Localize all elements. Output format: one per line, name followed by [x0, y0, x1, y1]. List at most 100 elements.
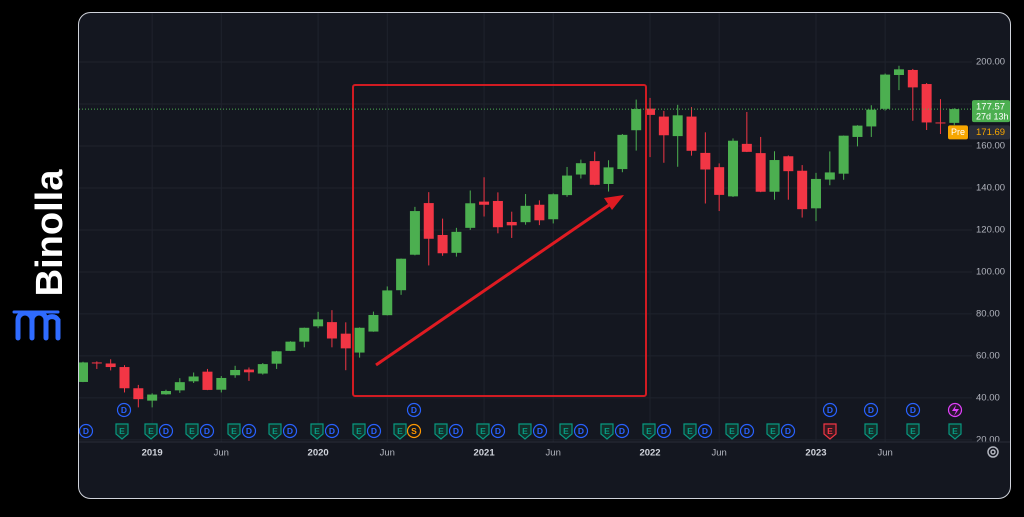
- candle-body: [188, 376, 199, 382]
- candle-body: [423, 203, 434, 239]
- y-tick-label: 140.00: [976, 182, 1005, 193]
- candle-body: [534, 204, 545, 221]
- event-label: D: [371, 426, 377, 436]
- y-tick-label: 20.00: [976, 434, 1000, 445]
- chart-panel: [78, 12, 1011, 499]
- earnings-marker: [864, 423, 878, 440]
- candle-body: [728, 140, 739, 197]
- candle-body: [105, 363, 116, 368]
- event-label: E: [189, 426, 195, 436]
- earnings-marker: [393, 423, 407, 440]
- candle-body: [133, 388, 144, 400]
- candle-body: [492, 200, 503, 228]
- earnings-marker: [227, 423, 241, 440]
- event-label: D: [495, 426, 501, 436]
- event-label: E: [910, 426, 916, 436]
- earnings-marker: [518, 423, 532, 440]
- x-tick-label: Jun: [380, 448, 395, 459]
- candle-body: [409, 211, 420, 255]
- candle-body: [354, 327, 365, 353]
- event-label: E: [480, 426, 486, 436]
- x-tick-label: 2022: [639, 448, 660, 459]
- dividend-marker: [406, 402, 422, 418]
- settings-icon[interactable]: [987, 446, 999, 458]
- event-label: E: [397, 426, 403, 436]
- pre-market-value: 171.69: [976, 127, 1005, 138]
- event-label: D: [868, 405, 874, 415]
- candle-body: [479, 201, 490, 205]
- countdown-label: 27d 13h: [976, 111, 1009, 121]
- candle-body: [382, 290, 393, 316]
- candle-body: [562, 175, 573, 196]
- event-label: D: [578, 426, 584, 436]
- earnings-marker: [185, 423, 199, 440]
- candle-body: [686, 116, 697, 151]
- candle-body: [340, 333, 351, 349]
- earnings-marker: [115, 423, 129, 440]
- event-label: D: [204, 426, 210, 436]
- dividend-marker: [158, 423, 174, 439]
- earnings-marker: [683, 423, 697, 440]
- candle-body: [824, 172, 835, 180]
- dividend-marker: [282, 423, 298, 439]
- event-label: E: [952, 426, 958, 436]
- dividend-marker: [697, 423, 713, 439]
- candle-body: [451, 231, 462, 253]
- dividend-marker: [739, 423, 755, 439]
- dividend-marker: [78, 423, 94, 439]
- event-label: D: [246, 426, 252, 436]
- candle-body: [520, 205, 531, 223]
- candle-body: [257, 364, 268, 374]
- y-tick-label: 120.00: [976, 224, 1005, 235]
- y-tick-label: 100.00: [976, 266, 1005, 277]
- event-label: D: [744, 426, 750, 436]
- highlight-box: [352, 84, 647, 397]
- candle-body: [202, 371, 213, 390]
- x-tick-label: 2019: [142, 448, 163, 459]
- event-label: D: [661, 426, 667, 436]
- dividend-marker: [863, 402, 879, 418]
- dividend-marker: [532, 423, 548, 439]
- dividend-marker: [656, 423, 672, 439]
- last-price-box: [972, 100, 1010, 123]
- event-label: D: [453, 426, 459, 436]
- dividend-marker: [490, 423, 506, 439]
- dividend-marker: [780, 423, 796, 439]
- candle-body: [645, 108, 656, 115]
- event-label: D: [785, 426, 791, 436]
- candle-body: [174, 382, 185, 391]
- candle-body: [700, 152, 711, 170]
- y-tick-label: 60.00: [976, 350, 1000, 361]
- candle-body: [810, 178, 821, 209]
- candle-body: [617, 134, 628, 170]
- x-tick-label: Jun: [877, 448, 892, 459]
- x-tick-label: Jun: [712, 448, 727, 459]
- event-label: E: [770, 426, 776, 436]
- event-label: E: [231, 426, 237, 436]
- earnings-marker: [766, 423, 780, 440]
- dividend-marker: [366, 423, 382, 439]
- event-label: D: [827, 405, 833, 415]
- earnings-marker: [144, 423, 158, 440]
- brand-logo: [12, 310, 61, 341]
- brand-name: Binolla: [29, 169, 71, 297]
- candle-body: [230, 369, 241, 376]
- event-label: D: [537, 426, 543, 436]
- dividend-marker: [573, 423, 589, 439]
- y-tick-label: 200.00: [976, 57, 1005, 68]
- event-label: E: [604, 426, 610, 436]
- last-price-label: 177.57: [976, 102, 1005, 113]
- candle-body: [368, 314, 379, 332]
- candle-body: [271, 351, 282, 364]
- candle-body: [866, 109, 877, 127]
- candle-body: [243, 369, 254, 373]
- y-tick-label: 160.00: [976, 140, 1005, 151]
- candle-body: [548, 194, 559, 220]
- candle-body: [119, 367, 130, 389]
- candle-body: [216, 377, 227, 390]
- candle-body: [160, 390, 171, 395]
- candle-body: [299, 327, 310, 342]
- event-label: S: [411, 426, 417, 436]
- candle-body: [797, 170, 808, 210]
- event-label: D: [910, 405, 916, 415]
